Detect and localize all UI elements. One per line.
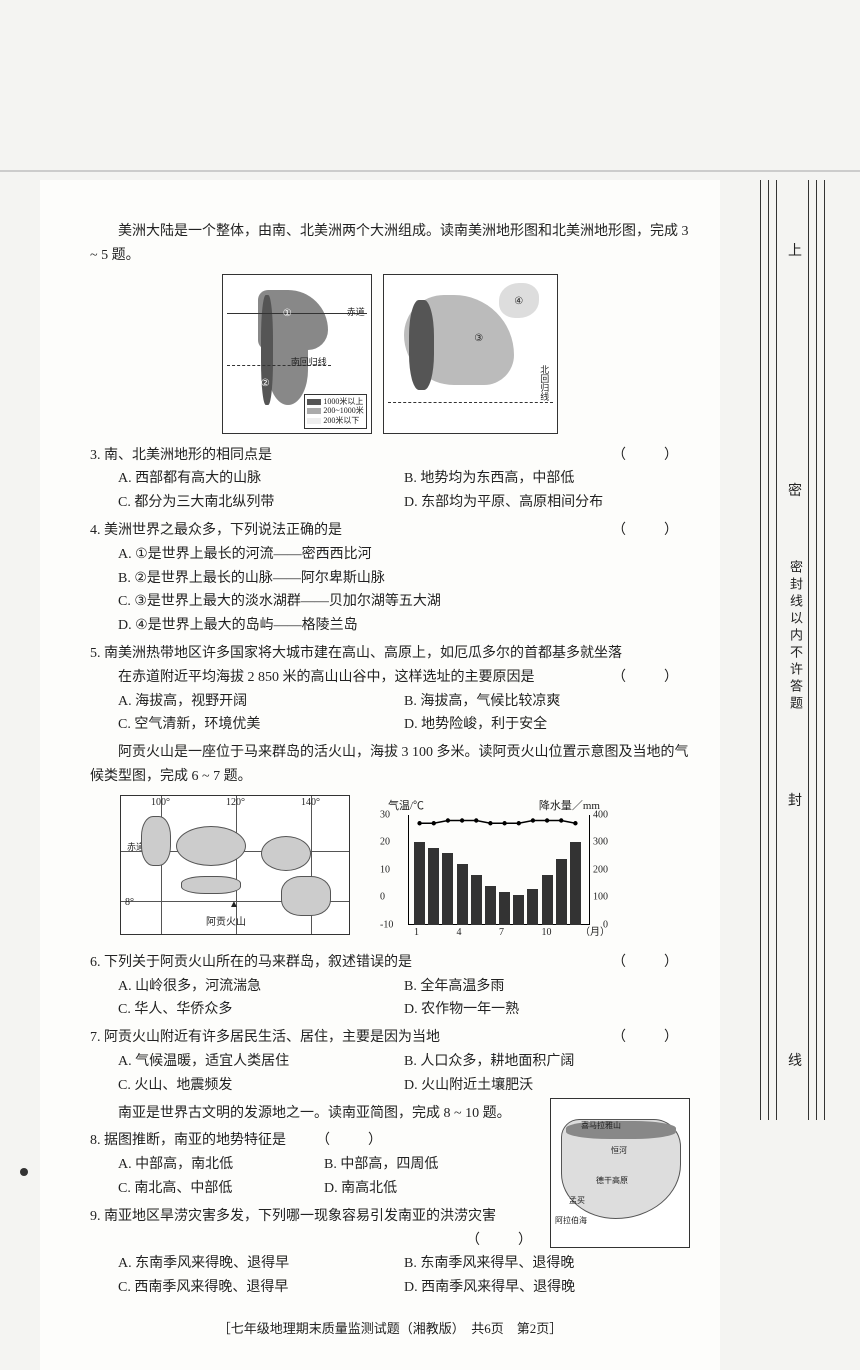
opt-3c: C. 都分为三大南北纵列带 xyxy=(118,491,404,515)
tropic-s-label: 南回归线 xyxy=(291,355,327,370)
answer-blank: （ ） xyxy=(316,1129,394,1153)
exam-page: 美洲大陆是一个整体，由南、北美洲两个大洲组成。读南美洲地形图和北美洲地形图，完成… xyxy=(40,180,720,1370)
question-6: 6. 下列关于阿贡火山所在的马来群岛，叙述错误的是（ ） A. 山岭很多，河流湍… xyxy=(90,951,690,1022)
opt-5a: A. 海拔高，视野开阔 xyxy=(118,690,404,714)
agung-figures: 100° 120° 140° 8° 赤道 ▲ 阿贡火山 气温/℃ 降水量／mm … xyxy=(120,795,690,945)
climate-chart: 气温/℃ 降水量／mm 3020100-10 4003002001000 147… xyxy=(370,795,600,945)
opt-6d: D. 农作物一年一熟 xyxy=(404,998,690,1022)
opt-4c: C. ③是世界上最大的淡水湖群——贝加尔湖等五大湖 xyxy=(118,590,690,614)
opt-4a: A. ①是世界上最长的河流——密西西比河 xyxy=(118,543,690,567)
answer-blank: （ ） xyxy=(612,1026,690,1050)
opt-4d: D. ④是世界上最大的岛屿——格陵兰岛 xyxy=(118,614,690,638)
opt-9d: D. 西南季风来得早、退得晚 xyxy=(404,1276,690,1300)
opt-3a: A. 西部都有高大的山脉 xyxy=(118,467,404,491)
opt-9c: C. 西南季风来得晚、退得早 xyxy=(118,1276,404,1300)
equator-label: 赤道 xyxy=(347,305,365,320)
south-america-map: 赤道 南回归线 ① ② 1000米以上 200~1000米 200米以下 xyxy=(222,274,372,434)
opt-6a: A. 山岭很多，河流湍急 xyxy=(118,975,404,999)
opt-5b: B. 海拔高，气候比较凉爽 xyxy=(404,690,690,714)
margin-feng: 封 xyxy=(788,790,802,810)
answer-blank: （ ） xyxy=(612,951,690,975)
question-5: 5. 南美洲热带地区许多国家将大城市建在高山、高原上，如厄瓜多尔的首都基多就坐落… xyxy=(90,642,690,737)
map-legend: 1000米以上 200~1000米 200米以下 xyxy=(304,394,366,429)
opt-5d: D. 地势险峻，利于安全 xyxy=(404,713,690,737)
america-maps: 赤道 南回归线 ① ② 1000米以上 200~1000米 200米以下 ④ ③… xyxy=(90,274,690,434)
answer-blank: （ ） xyxy=(466,1229,544,1253)
opt-4b: B. ②是世界上最长的山脉——阿尔卑斯山脉 xyxy=(118,567,690,591)
opt-7b: B. 人口众多，耕地面积广阔 xyxy=(404,1050,690,1074)
answer-blank: （ ） xyxy=(612,444,690,468)
margin-note: 密封线以内不许答题 xyxy=(786,560,805,713)
south-asia-map: 喜马拉雅山 恒河 德干高原 孟买 阿拉伯海 xyxy=(550,1098,690,1248)
question-4: 4. 美洲世界之最众多，下列说法正确的是（ ） A. ①是世界上最长的河流——密… xyxy=(90,519,690,638)
opt-6b: B. 全年高温多雨 xyxy=(404,975,690,999)
margin-xian: 线 xyxy=(788,1050,802,1070)
opt-9a: A. 东南季风来得晚、退得早 xyxy=(118,1252,404,1276)
opt-3d: D. 东部均为平原、高原相间分布 xyxy=(404,491,690,515)
tropic-n-label: 北回归线 xyxy=(536,365,551,401)
opt-6c: C. 华人、华侨众多 xyxy=(118,998,404,1022)
location-map: 100° 120° 140° 8° 赤道 ▲ 阿贡火山 xyxy=(120,795,350,935)
opt-9b: B. 东南季风来得早、退得晚 xyxy=(404,1252,690,1276)
axis-title-temp: 气温/℃ xyxy=(388,797,424,816)
volcano-label: 阿贡火山 xyxy=(206,914,246,931)
opt-8c: C. 南北高、中部低 xyxy=(118,1177,324,1201)
intro-q3-5: 美洲大陆是一个整体，由南、北美洲两个大洲组成。读南美洲地形图和北美洲地形图，完成… xyxy=(90,220,690,268)
intro-q6-7: 阿贡火山是一座位于马来群岛的活火山，海拔 3 100 多米。读阿贡火山位置示意图… xyxy=(90,741,690,789)
opt-5c: C. 空气清新，环境优美 xyxy=(118,713,404,737)
opt-8d: D. 南高北低 xyxy=(324,1177,530,1201)
margin-top-char: 上 xyxy=(788,240,802,260)
margin-mi: 密 xyxy=(788,480,802,500)
question-7: 7. 阿贡火山附近有许多居民生活、居住，主要是因为当地（ ） A. 气候温暖，适… xyxy=(90,1026,690,1097)
opt-3b: B. 地势均为东西高，中部低 xyxy=(404,467,690,491)
north-america-map: ④ ③ 北回归线 xyxy=(383,274,558,434)
opt-7d: D. 火山附近土壤肥沃 xyxy=(404,1074,690,1098)
page-footer: ［七年级地理期末质量监测试题（湘教版） 共6页 第2页］ xyxy=(90,1318,690,1340)
opt-7a: A. 气候温暖，适宜人类居住 xyxy=(118,1050,404,1074)
opt-8a: A. 中部高，南北低 xyxy=(118,1153,324,1177)
question-3: 3. 南、北美洲地形的相同点是（ ） A. 西部都有高大的山脉 B. 地势均为东… xyxy=(90,444,690,515)
answer-blank: （ ） xyxy=(612,519,690,543)
seal-margin: 上 密 封 线 密封线以内不许答题 xyxy=(752,180,842,1120)
opt-8b: B. 中部高，四周低 xyxy=(324,1153,530,1177)
answer-blank: （ ） xyxy=(612,666,690,690)
opt-7c: C. 火山、地震频发 xyxy=(118,1074,404,1098)
punch-hole-icon xyxy=(20,1168,28,1176)
axis-title-precip: 降水量／mm xyxy=(539,797,600,816)
